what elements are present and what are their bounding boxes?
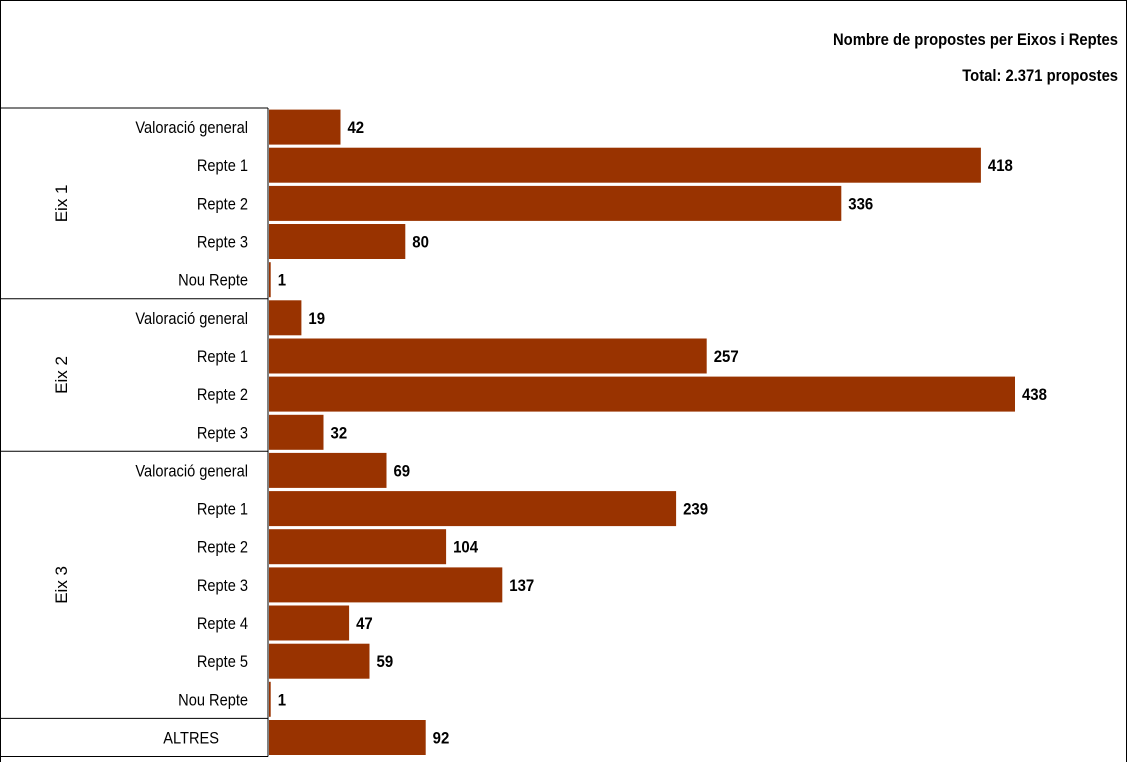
category-label: Valoració general [135,119,248,137]
category-label: Repte 3 [197,234,248,252]
value-label: 92 [433,730,450,748]
value-label: 47 [356,615,373,633]
group-label: Eix 1 [52,185,71,223]
bar [269,681,271,717]
value-label: 104 [453,539,478,557]
bars [269,109,1015,755]
value-label: 239 [683,501,708,519]
category-label: Repte 3 [197,577,248,595]
bar [269,643,370,679]
value-label: 80 [412,234,429,252]
value-label: 32 [331,424,348,442]
bar [269,605,350,641]
bar [269,109,341,145]
category-label: Repte 4 [197,615,248,633]
value-label: 336 [848,196,873,214]
category-label: Repte 2 [197,195,248,213]
value-label: 19 [308,310,325,328]
category-label: Nou Repte [178,272,248,290]
category-label: Repte 3 [197,424,248,442]
labels: Valoració general 42 Repte 1 418 Repte 2 336 R… [52,119,1047,748]
bar [269,338,707,374]
category-label: Repte 1 [197,348,248,366]
value-label: 438 [1022,386,1047,404]
value-label: 59 [377,653,394,671]
bar [269,414,324,450]
category-label: Repte 1 [197,157,248,175]
bar [269,529,447,565]
bar [269,262,271,298]
value-label: 42 [348,119,365,137]
chart-title: Nombre de propostes per Eixos i Reptes [833,31,1118,49]
category-label: Repte 5 [197,653,248,671]
bar [269,452,387,488]
category-label: Repte 2 [197,539,248,557]
value-label: 1 [278,272,286,290]
value-label: 137 [509,577,534,595]
value-label: 418 [988,157,1013,175]
category-label: Valoració general [135,310,248,328]
chart-subtitle: Total: 2.371 propostes [962,67,1118,85]
value-label: 257 [714,348,739,366]
category-label: Nou Repte [178,691,248,709]
group-label: Eix 2 [52,356,71,394]
bar [269,185,842,221]
category-label: Repte 2 [197,386,248,404]
category-label: ALTRES [163,730,219,748]
group-label: Eix 3 [52,566,71,604]
bar [269,567,503,603]
bar [269,147,981,183]
value-label: 1 [278,691,286,709]
bar [269,491,677,527]
category-label: Repte 1 [197,501,248,519]
value-label: 69 [394,463,411,481]
bar [269,720,426,755]
bar [269,376,1015,412]
bar [269,224,406,259]
category-label: Valoració general [135,462,248,480]
bar [269,300,302,336]
category-axis [1,107,269,757]
